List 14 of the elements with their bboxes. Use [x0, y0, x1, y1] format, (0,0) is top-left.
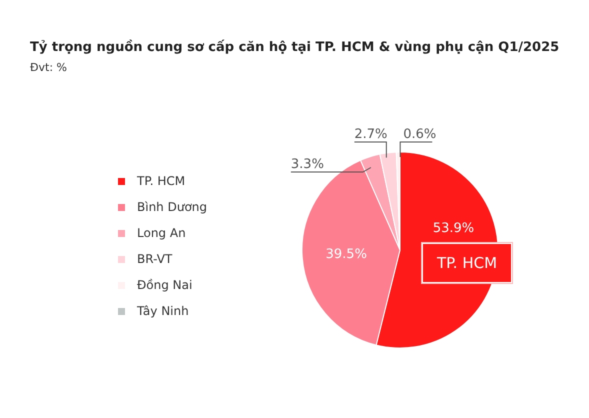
data-label: 2.7% — [354, 127, 388, 142]
data-label: 53.9% — [432, 221, 474, 236]
legend-label: TP. HCM — [137, 174, 186, 188]
legend-label: Bình Dương — [137, 200, 208, 214]
data-label: 39.5% — [326, 247, 367, 262]
chart-subtitle: Đvt: % — [30, 61, 68, 74]
text: TP. HCM — [422, 243, 512, 283]
legend-label: Tây Ninh — [137, 304, 189, 318]
legend-label: BR-VT — [137, 252, 172, 266]
chart-title: Tỷ trọng nguồn cung sơ cấp căn hộ tại TP. HCM & vùng phụ cận Q1/2025 — [30, 40, 560, 55]
legend-label: Long An — [137, 226, 186, 240]
data-label: 0.6% — [403, 127, 436, 142]
data-label: 3.3% — [290, 157, 324, 172]
legend-label: Đồng Nai — [137, 278, 192, 292]
